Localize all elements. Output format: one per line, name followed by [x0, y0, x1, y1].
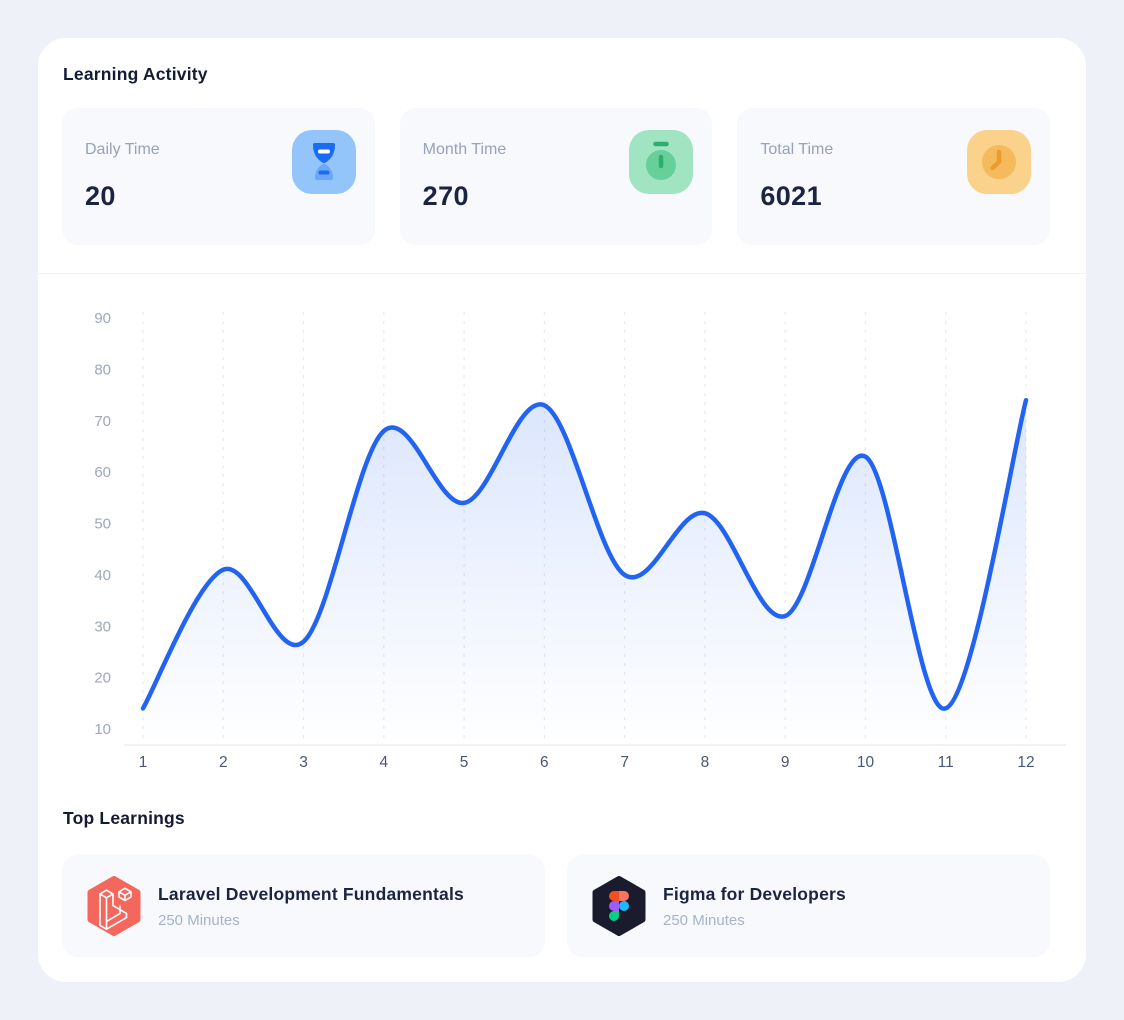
- figma-logo-icon: [592, 876, 646, 936]
- course-card-laravel[interactable]: Laravel Development Fundamentals 250 Min…: [62, 855, 545, 957]
- course-minutes: 250 Minutes: [158, 911, 240, 929]
- svg-text:50: 50: [94, 516, 111, 533]
- svg-text:1: 1: [139, 754, 148, 771]
- stat-card-daily-time: Daily Time 20: [62, 108, 375, 245]
- stats-row: Daily Time 20 Month Time 270: [62, 108, 1051, 245]
- svg-text:12: 12: [1017, 754, 1034, 771]
- svg-text:60: 60: [94, 464, 111, 481]
- svg-text:9: 9: [781, 754, 790, 771]
- stat-value: 6021: [760, 181, 823, 211]
- stopwatch-icon: [629, 130, 694, 194]
- svg-text:70: 70: [94, 413, 111, 430]
- course-title: Figma for Developers: [663, 883, 846, 904]
- clock-icon: [967, 130, 1032, 194]
- svg-text:2: 2: [219, 754, 228, 771]
- svg-text:90: 90: [94, 310, 111, 327]
- svg-text:8: 8: [701, 754, 710, 771]
- section-title-top-learnings: Top Learnings: [63, 808, 185, 828]
- course-text: Figma for Developers 250 Minutes: [663, 884, 846, 929]
- stat-value: 20: [85, 181, 116, 211]
- svg-text:40: 40: [94, 567, 111, 584]
- stat-card-month-time: Month Time 270: [399, 108, 713, 245]
- svg-text:3: 3: [299, 754, 308, 771]
- stat-label: Month Time: [422, 141, 507, 158]
- svg-text:5: 5: [460, 754, 469, 771]
- course-card-figma[interactable]: Figma for Developers 250 Minutes: [567, 855, 1050, 957]
- page-title: Learning Activity: [63, 64, 208, 84]
- svg-text:6: 6: [540, 754, 549, 771]
- course-text: Laravel Development Fundamentals 250 Min…: [158, 884, 464, 929]
- learning-activity-panel: Learning Activity Daily Time 20 Month Ti…: [38, 38, 1086, 982]
- svg-text:80: 80: [94, 361, 111, 378]
- stat-value: 270: [422, 181, 469, 211]
- courses-row: Laravel Development Fundamentals 250 Min…: [62, 855, 1050, 957]
- laravel-logo-icon: [87, 876, 141, 936]
- svg-text:10: 10: [94, 721, 111, 738]
- svg-text:10: 10: [857, 754, 875, 771]
- chart-area: 1 2 3 4 5 6 7 8 9 10 11 12 10 20 30 40 50 60 70 80 90: [38, 300, 1086, 792]
- course-title: Laravel Development Fundamentals: [158, 883, 464, 904]
- hourglass-icon: [291, 130, 356, 194]
- svg-text:20: 20: [94, 670, 111, 687]
- stat-label: Daily Time: [85, 141, 160, 158]
- svg-text:4: 4: [380, 754, 389, 771]
- section-divider: [38, 273, 1086, 274]
- stat-card-total-time: Total Time 6021: [737, 108, 1051, 245]
- svg-text:30: 30: [94, 618, 111, 635]
- stat-label: Total Time: [760, 141, 834, 158]
- svg-text:7: 7: [620, 754, 629, 771]
- course-minutes: 250 Minutes: [663, 911, 745, 929]
- svg-text:11: 11: [938, 754, 954, 771]
